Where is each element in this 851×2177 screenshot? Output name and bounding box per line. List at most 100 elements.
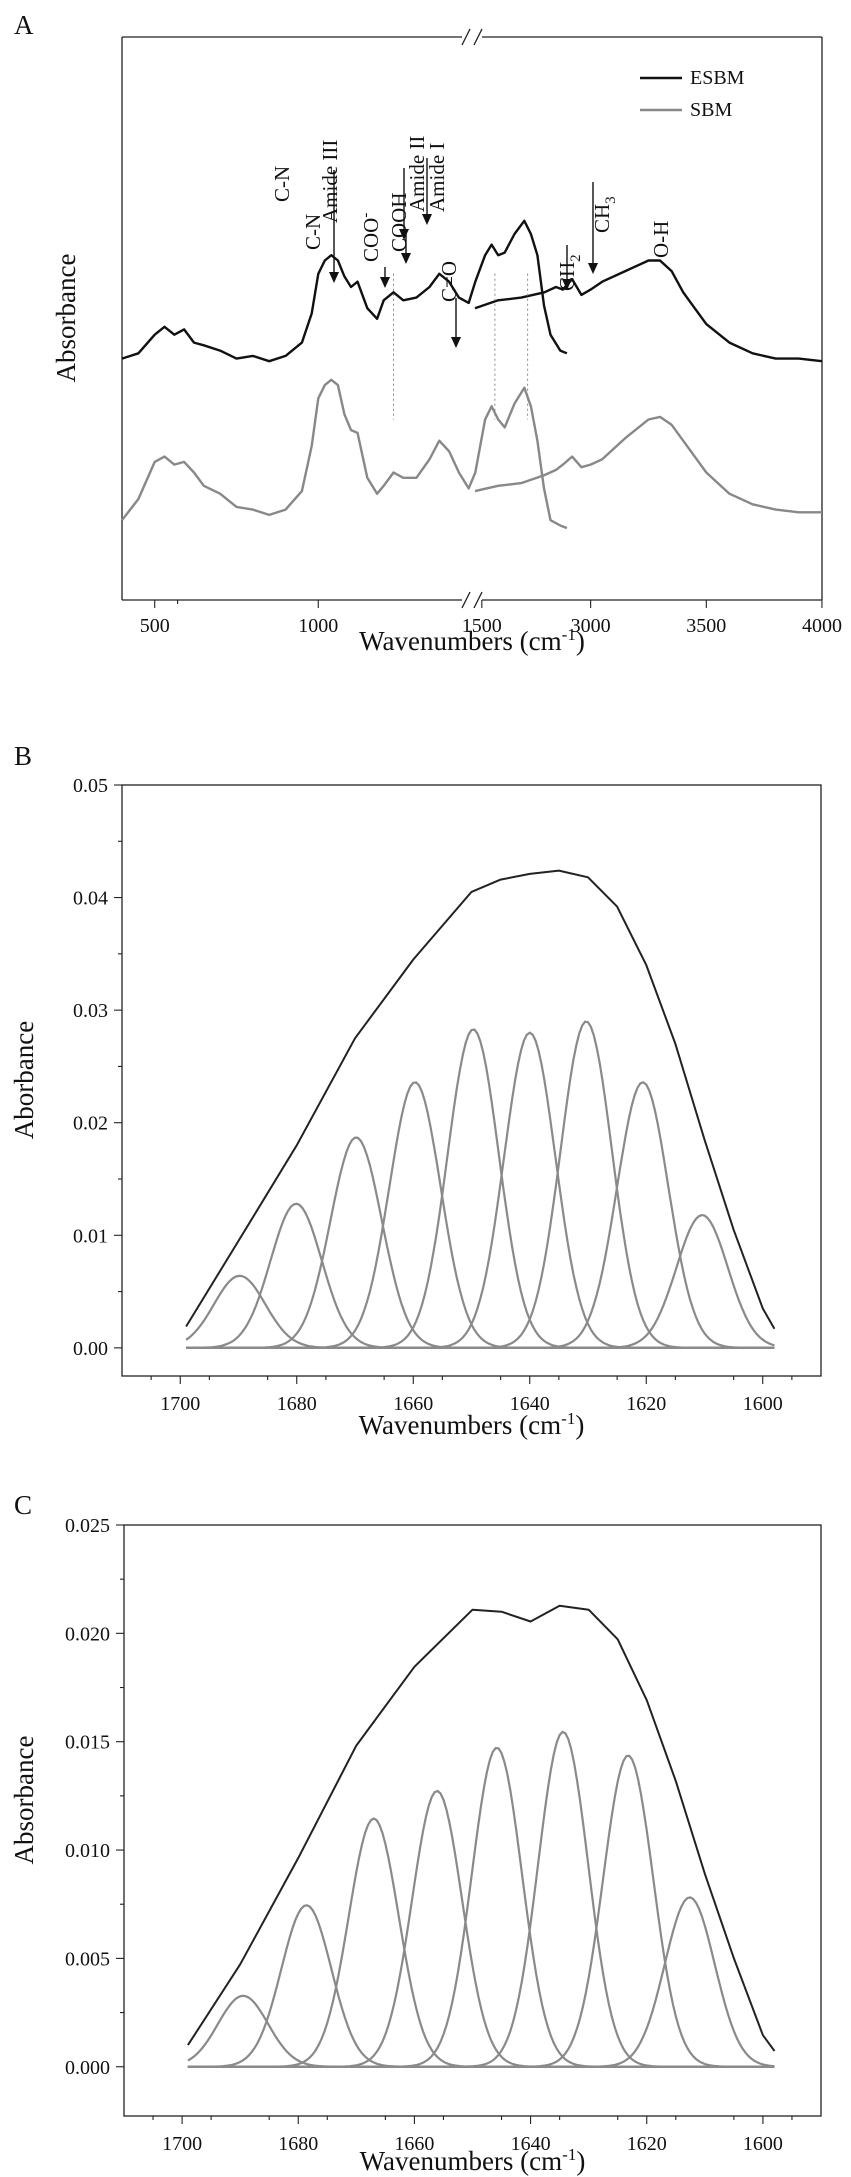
x-tick-label: 1680 <box>278 2133 318 2155</box>
component-peak <box>186 1213 775 1349</box>
x-tick-label: 1680 <box>277 1393 317 1415</box>
annotation-label: C=O <box>437 261 461 302</box>
y-tick-label: 0.000 <box>65 2057 110 2079</box>
panel-label: B <box>14 741 32 771</box>
y-tick-label: 0.010 <box>65 1840 110 1862</box>
annotation-arrowhead <box>588 263 598 274</box>
x-axis-label: Wavenumbers (cm-1) <box>359 1409 585 1440</box>
x-tick-label: 1500 <box>462 615 502 637</box>
x-tick-label: 1640 <box>510 1393 550 1415</box>
component-peak <box>186 1202 775 1349</box>
annotation-label: CH2 <box>555 254 584 291</box>
x-tick-label: 1000 <box>298 615 338 637</box>
x-tick-label: 3500 <box>686 615 726 637</box>
component-peaks <box>185 1020 775 1349</box>
x-tick-label: 500 <box>140 615 170 637</box>
annotation-label: CH3 <box>590 196 619 233</box>
x-axis-label-text: Wavenumbers (cm <box>360 2146 563 2176</box>
series-line-sbm <box>121 378 568 530</box>
axis-break-mark <box>473 28 483 46</box>
x-tick-label: 1600 <box>743 1393 783 1415</box>
envelope-curve <box>185 869 776 1330</box>
x-tick-label: 1660 <box>394 2133 434 2155</box>
annotation-arrowhead <box>562 279 572 290</box>
axis-break-mark <box>461 28 471 46</box>
annotation-label: Amide I <box>425 143 449 212</box>
x-tick-label: 1600 <box>743 2133 783 2155</box>
y-tick-label: 0.05 <box>73 775 108 797</box>
panel-a: A 500 1000 1500 3000 3500 4000 Absorbance Wavenu… <box>14 10 842 656</box>
x-tick-label: 1660 <box>393 1393 433 1415</box>
x-tick-label: 1640 <box>511 2133 551 2155</box>
annotation-label: COO- <box>358 213 383 262</box>
legend: ESBM SBM <box>640 67 745 121</box>
annotation-arrowhead <box>329 272 339 283</box>
component-peak <box>187 1896 775 2068</box>
y-tick-label: 0.02 <box>73 1113 108 1135</box>
component-peak <box>187 1746 775 2068</box>
annotation-arrowhead <box>399 229 409 240</box>
y-tick-label: 0.03 <box>73 1000 108 1022</box>
x-tick-label: 3000 <box>571 615 611 637</box>
legend-label: ESBM <box>690 67 745 89</box>
subscript: 2 <box>568 254 584 262</box>
y-tick-label: 0.00 <box>73 1338 108 1360</box>
x-tick-label: 1620 <box>627 2133 667 2155</box>
component-peak <box>186 1081 775 1349</box>
plot-frame <box>121 784 822 1377</box>
x-tick-label: 1620 <box>626 1393 666 1415</box>
annotation-label: Amide III <box>318 140 342 223</box>
y-axis-label: Absorbance <box>9 1736 39 1865</box>
y-tick-label: 0.005 <box>65 1948 110 1970</box>
x-axis-label-text-end: ) <box>576 626 585 656</box>
axis-break-mark <box>473 591 483 609</box>
annotation-label: Amide II <box>405 136 429 212</box>
superscript: - <box>358 213 374 218</box>
x-tick-label: 4000 <box>802 615 842 637</box>
x-axis-label: Wavenumbers (cm-1) <box>360 2145 586 2176</box>
x-axis-label: Wavenumbers (cm-1) <box>359 625 585 656</box>
series-line-esbm <box>474 259 823 363</box>
series-sbm <box>121 378 822 530</box>
annotation-arrowhead <box>380 277 390 288</box>
panel-c: C 1700 1680 1660 1640 1620 1600 0.000 0.005 0.010… <box>9 1490 822 2176</box>
annotation-label: COOH <box>387 192 411 252</box>
axis-break-mark <box>461 591 471 609</box>
annotation-label: O-H <box>649 221 673 258</box>
y-tick-label: 0.025 <box>65 1515 110 1537</box>
x-axis-label-superscript: -1 <box>562 2145 576 2164</box>
component-peaks <box>187 1730 775 2068</box>
annotation-arrowhead <box>401 253 411 264</box>
annotation-arrowhead <box>422 214 432 225</box>
component-peak <box>187 1789 775 2068</box>
annotation-arrowhead <box>451 337 461 348</box>
series-line-sbm <box>474 415 822 514</box>
x-axis-label-text: Wavenumbers (cm <box>359 626 562 656</box>
component-peak <box>186 1081 775 1349</box>
y-tick-label: 0.015 <box>65 1732 110 1754</box>
x-axis-label-superscript: -1 <box>562 625 576 644</box>
x-axis-label-text-end: ) <box>575 1410 584 1440</box>
envelope-curve <box>187 1604 776 2052</box>
legend-label: SBM <box>690 99 732 121</box>
x-tick-label: 1700 <box>160 1393 200 1415</box>
x-tick-label: 1700 <box>162 2133 202 2155</box>
panel-label: C <box>14 1490 32 1520</box>
x-axis-label-text: Wavenumbers (cm <box>359 1410 562 1440</box>
panel-label: A <box>14 10 34 40</box>
y-tick-label: 0.04 <box>73 888 108 910</box>
annotation-label: C-N <box>270 166 294 202</box>
y-axis-label: Absorbance <box>51 254 81 383</box>
component-peak <box>187 1817 775 2068</box>
x-axis-label-text-end: ) <box>576 2146 585 2176</box>
component-peak <box>186 1136 775 1349</box>
annotation-label: C-N <box>301 214 325 250</box>
y-tick-label: 0.01 <box>73 1225 108 1247</box>
y-tick-label: 0.020 <box>65 1623 110 1645</box>
subscript: 3 <box>603 196 619 204</box>
panel-b: B 1700 1680 1660 1640 1620 1600 0.00 0.01 0.02 0.0… <box>9 741 822 1440</box>
x-axis-label-superscript: -1 <box>561 1409 575 1428</box>
y-axis-label: Aborbance <box>9 1021 39 1139</box>
